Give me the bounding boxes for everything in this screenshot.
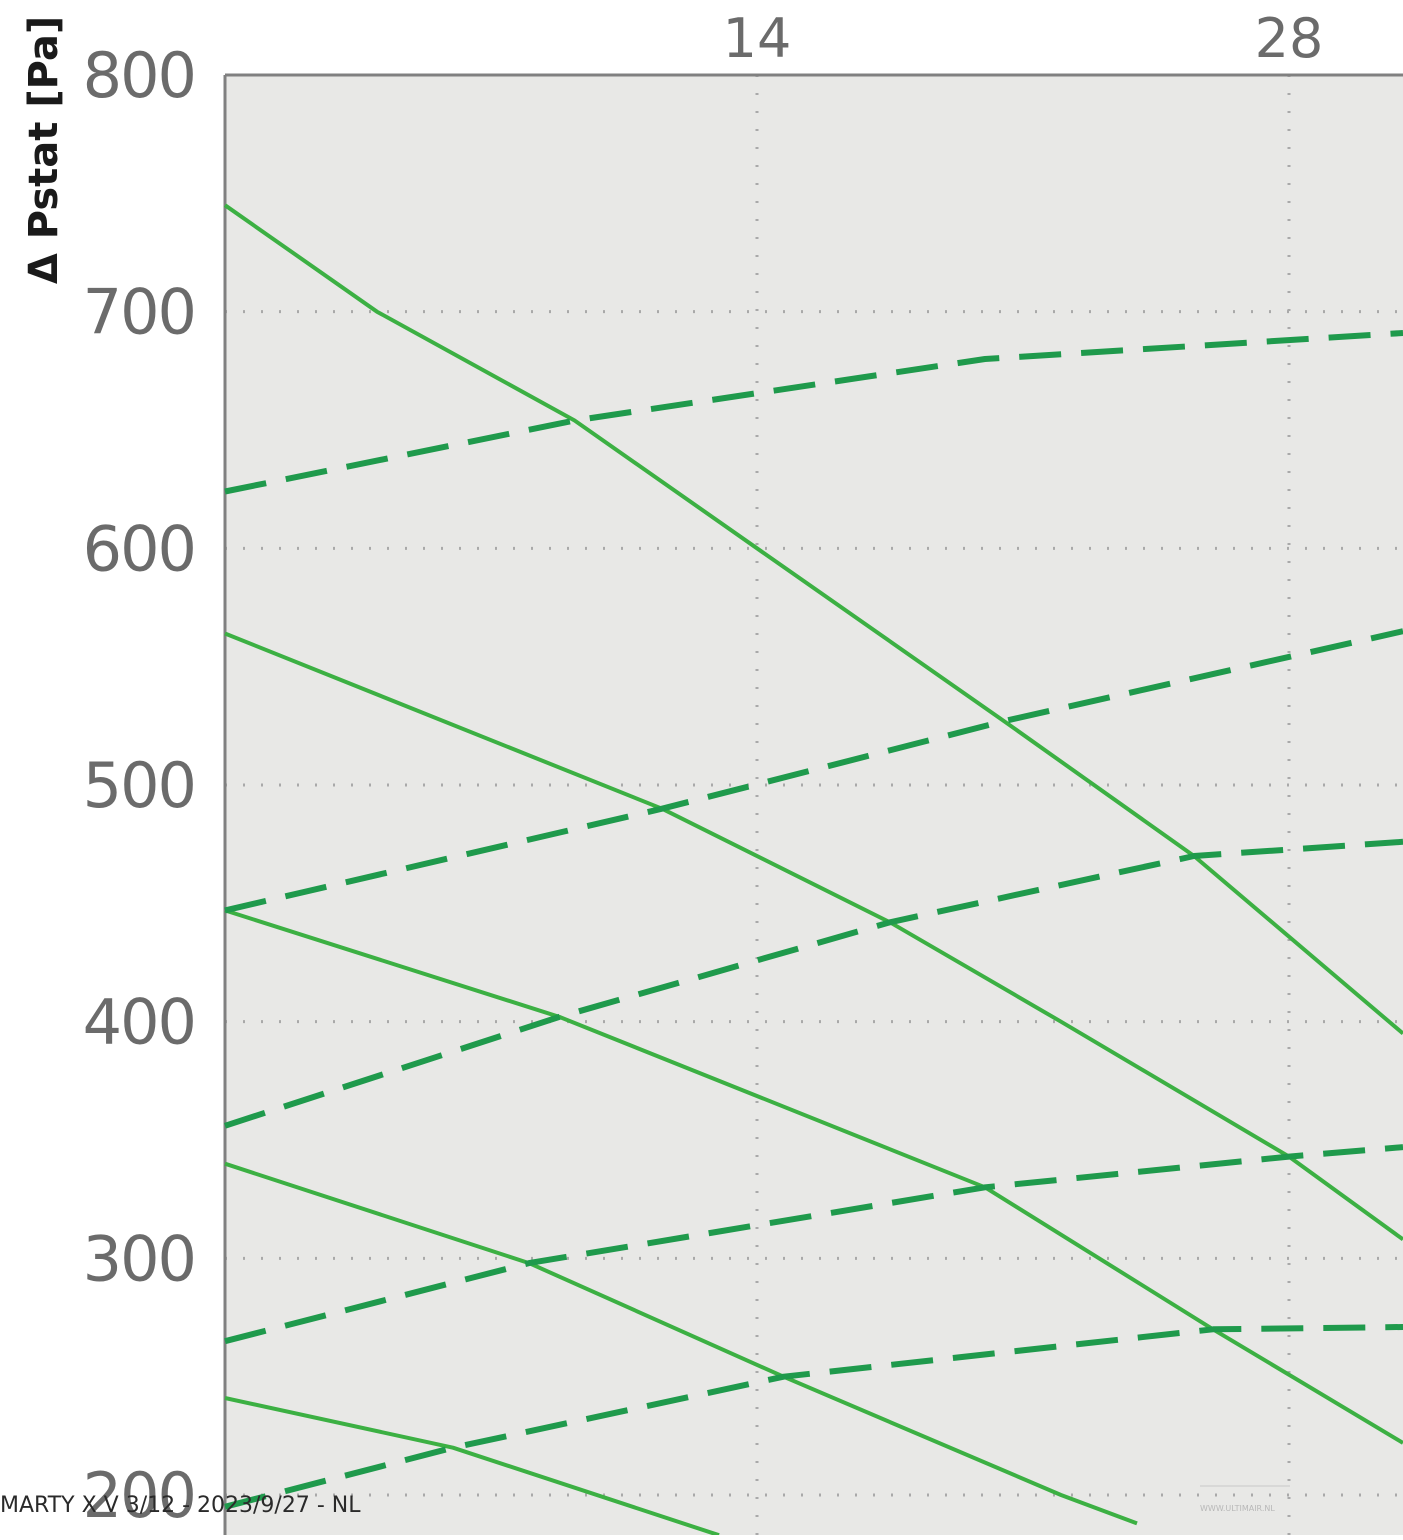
dashed-series-line-8 bbox=[224, 838, 1403, 1129]
y-tick-label: 200 bbox=[83, 1459, 195, 1532]
y-axis-label: Δ Pstat [Pa] bbox=[21, 16, 67, 284]
y-tick-label: 600 bbox=[83, 512, 195, 585]
solid-series-line-5 bbox=[224, 1396, 720, 1538]
x-tick-label: 14 bbox=[723, 7, 792, 70]
y-tick-label: 800 bbox=[83, 39, 195, 112]
dashed-series-line-9 bbox=[224, 1144, 1403, 1345]
dashed-series-line-7 bbox=[224, 628, 1403, 914]
dashed-series-line-10 bbox=[224, 1324, 1403, 1510]
y-tick-label: 500 bbox=[83, 749, 195, 822]
series-lines bbox=[223, 203, 1403, 1538]
watermark-text: WWW.ULTIMAIR.NL bbox=[1200, 1504, 1275, 1513]
y-tick-label: 700 bbox=[83, 276, 195, 349]
solid-series-line-2 bbox=[224, 631, 1403, 1242]
x-tick-label: 28 bbox=[1255, 7, 1324, 70]
y-tick-label: 400 bbox=[83, 986, 195, 1059]
footer-text: MARTY X V 3/12 - 2023/9/27 - NL bbox=[0, 1493, 361, 1518]
x-tick-labels: 14 28 bbox=[723, 7, 1324, 70]
y-tick-label: 300 bbox=[83, 1222, 195, 1295]
plot-area bbox=[225, 75, 1403, 1535]
dashed-series-line-6 bbox=[224, 330, 1403, 495]
y-tick-labels: 200 300 400 500 600 700 800 bbox=[83, 39, 197, 1532]
